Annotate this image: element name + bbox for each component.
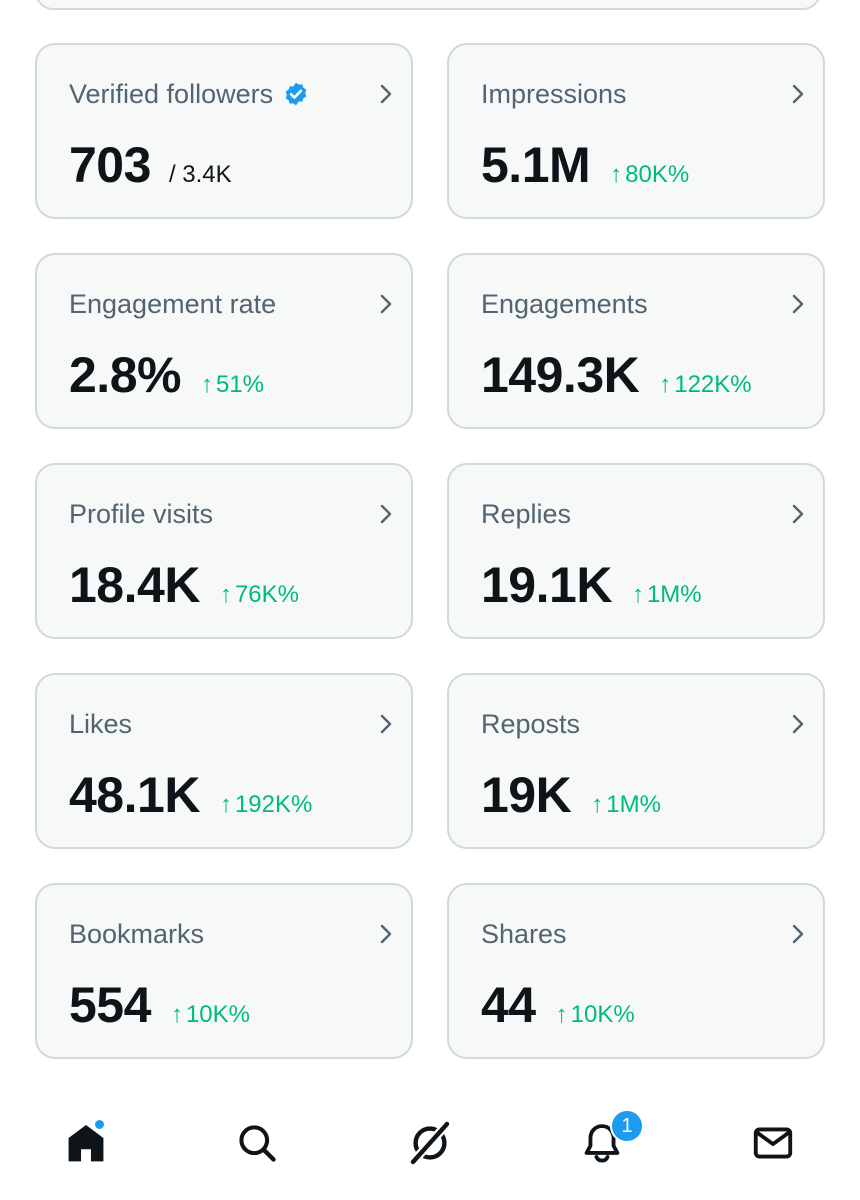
previous-card-edge bbox=[35, 0, 821, 10]
up-arrow-icon: ↑ bbox=[659, 371, 672, 398]
chevron-right-icon bbox=[380, 84, 392, 104]
chevron-right-icon bbox=[792, 714, 804, 734]
metric-change: ↑ 122K% bbox=[659, 371, 751, 399]
grok-icon bbox=[407, 1119, 453, 1167]
metric-change-value: 192K% bbox=[234, 791, 313, 818]
metric-label-wrap: Verified followers bbox=[69, 78, 309, 110]
nav-home[interactable] bbox=[56, 1115, 116, 1171]
metric-change-value: 76K% bbox=[234, 581, 299, 608]
nav-notifications[interactable]: 1 bbox=[572, 1109, 644, 1171]
metric-label: Reposts bbox=[481, 709, 581, 739]
metric-label: Engagements bbox=[481, 289, 648, 319]
metric-value: 554 bbox=[69, 977, 151, 1033]
metric-value: 149.3K bbox=[481, 347, 640, 403]
metric-change-value: 10K% bbox=[570, 1001, 635, 1028]
metric-card-impressions[interactable]: Impressions 5.1M ↑ 80K% bbox=[447, 43, 825, 219]
up-arrow-icon: ↑ bbox=[555, 1001, 568, 1028]
metric-card-profile-visits[interactable]: Profile visits 18.4K ↑ 76K% bbox=[35, 463, 413, 639]
metric-card-replies[interactable]: Replies 19.1K ↑ 1M% bbox=[447, 463, 825, 639]
chevron-right-icon bbox=[380, 714, 392, 734]
home-unread-dot bbox=[93, 1118, 106, 1131]
metric-change-value: 51% bbox=[215, 371, 265, 398]
metric-card-reposts[interactable]: Reposts 19K ↑ 1M% bbox=[447, 673, 825, 849]
metric-change: ↑ 10K% bbox=[556, 1001, 635, 1029]
metric-label: Shares bbox=[481, 919, 567, 949]
up-arrow-icon: ↑ bbox=[631, 581, 644, 608]
metric-value-row: 48.1K ↑ 192K% bbox=[69, 767, 312, 823]
metric-label: Bookmarks bbox=[69, 919, 205, 949]
chevron-right-icon bbox=[792, 84, 804, 104]
metric-value-row: 18.4K ↑ 76K% bbox=[69, 557, 299, 613]
up-arrow-icon: ↑ bbox=[219, 581, 232, 608]
metric-label: Engagement rate bbox=[69, 289, 277, 319]
metric-value: 2.8% bbox=[69, 347, 181, 403]
metric-total: / 3.4K bbox=[168, 161, 232, 188]
metric-card-likes[interactable]: Likes 48.1K ↑ 192K% bbox=[35, 673, 413, 849]
up-arrow-icon: ↑ bbox=[200, 371, 213, 398]
bell-icon bbox=[584, 1124, 620, 1163]
metric-card-verified-followers[interactable]: Verified followers 703 / 3.4K bbox=[35, 43, 413, 219]
metric-change: ↑ 1M% bbox=[591, 791, 661, 819]
nav-search[interactable] bbox=[227, 1115, 287, 1171]
metric-value-row: 703 / 3.4K bbox=[69, 137, 232, 193]
metric-value: 18.4K bbox=[69, 557, 200, 613]
nav-grok[interactable] bbox=[400, 1115, 460, 1171]
metric-change-value: 10K% bbox=[185, 1001, 250, 1028]
metric-change: ↑ 51% bbox=[201, 371, 264, 399]
metric-value-row: 149.3K ↑ 122K% bbox=[481, 347, 752, 403]
chevron-right-icon bbox=[792, 924, 804, 944]
metric-value-row: 19K ↑ 1M% bbox=[481, 767, 661, 823]
metric-change-value: 1M% bbox=[606, 791, 661, 818]
metric-card-engagement-rate[interactable]: Engagement rate 2.8% ↑ 51% bbox=[35, 253, 413, 429]
chevron-right-icon bbox=[380, 504, 392, 524]
metric-card-bookmarks[interactable]: Bookmarks 554 ↑ 10K% bbox=[35, 883, 413, 1059]
metric-label: Profile visits bbox=[69, 499, 214, 529]
bottom-nav-bar: 1 bbox=[0, 1090, 860, 1200]
search-icon bbox=[239, 1125, 276, 1162]
metric-change-value: 122K% bbox=[674, 371, 752, 398]
metric-change: ↑ 76K% bbox=[220, 581, 299, 609]
chevron-right-icon bbox=[380, 924, 392, 944]
up-arrow-icon: ↑ bbox=[170, 1001, 183, 1028]
nav-messages[interactable] bbox=[743, 1115, 803, 1171]
metric-value-row: 554 ↑ 10K% bbox=[69, 977, 250, 1033]
metric-label: Verified followers bbox=[69, 79, 274, 109]
metric-change: ↑ 1M% bbox=[632, 581, 702, 609]
metric-change-value: 80K% bbox=[625, 161, 690, 188]
home-icon bbox=[68, 1125, 104, 1162]
metric-value: 5.1M bbox=[481, 137, 591, 193]
up-arrow-icon: ↑ bbox=[591, 791, 604, 818]
metric-value: 48.1K bbox=[69, 767, 200, 823]
metric-change: ↑ 10K% bbox=[171, 1001, 250, 1029]
chevron-right-icon bbox=[792, 294, 804, 314]
metric-value: 44 bbox=[481, 977, 536, 1033]
metric-value: 703 bbox=[69, 137, 151, 193]
metric-change: ↑ 192K% bbox=[220, 791, 312, 819]
metric-change: ↑ 80K% bbox=[610, 161, 689, 189]
metric-value: 19K bbox=[481, 767, 572, 823]
metric-value: 19.1K bbox=[481, 557, 612, 613]
metric-label: Impressions bbox=[481, 79, 627, 109]
metric-value-row: 2.8% ↑ 51% bbox=[69, 347, 264, 403]
metric-change-value: 1M% bbox=[646, 581, 702, 608]
verified-badge-icon bbox=[283, 81, 309, 107]
chevron-right-icon bbox=[792, 504, 804, 524]
metrics-grid: Verified followers 703 / 3.4K Impression… bbox=[35, 43, 826, 1059]
chevron-right-icon bbox=[380, 294, 392, 314]
mail-icon bbox=[753, 1127, 793, 1159]
metric-card-shares[interactable]: Shares 44 ↑ 10K% bbox=[447, 883, 825, 1059]
up-arrow-icon: ↑ bbox=[610, 161, 623, 188]
metric-card-engagements[interactable]: Engagements 149.3K ↑ 122K% bbox=[447, 253, 825, 429]
metric-value-row: 44 ↑ 10K% bbox=[481, 977, 635, 1033]
notification-count-badge: 1 bbox=[610, 1109, 644, 1143]
metric-value-row: 19.1K ↑ 1M% bbox=[481, 557, 702, 613]
metric-label: Likes bbox=[69, 709, 133, 739]
metric-value-row: 5.1M ↑ 80K% bbox=[481, 137, 689, 193]
metric-label: Replies bbox=[481, 499, 572, 529]
up-arrow-icon: ↑ bbox=[219, 791, 232, 818]
